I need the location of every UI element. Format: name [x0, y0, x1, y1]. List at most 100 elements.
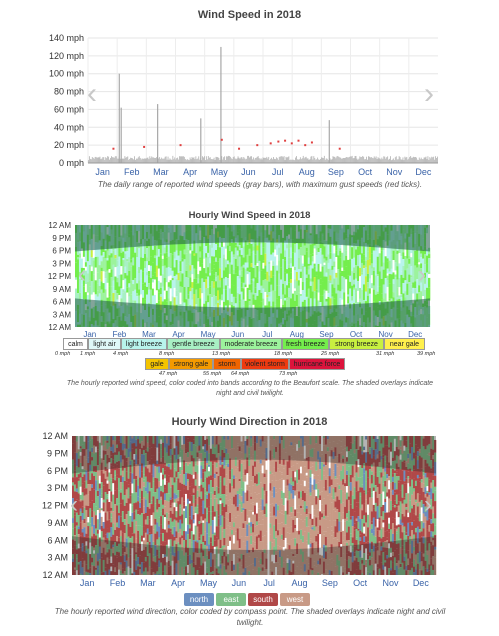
hourly-direction-cell [286, 489, 289, 497]
hourly-speed-cell [289, 239, 293, 248]
hourly-speed-cell [416, 267, 419, 280]
hourly-direction-cell [121, 568, 125, 574]
hourly-direction-cell [298, 518, 301, 531]
prev-arrow-icon[interactable]: ‹ [87, 77, 97, 110]
hourly-direction-cell [208, 511, 211, 524]
hourly-direction-cell [100, 462, 103, 471]
hourly-direction-cell [102, 445, 105, 451]
hourly-direction-cell [265, 490, 268, 504]
hourly-speed-cell [209, 286, 212, 295]
hourly-speed-cell [228, 273, 232, 289]
hourly-speed-cell [157, 256, 161, 269]
hourly-direction-cell [265, 460, 268, 470]
hourly-direction-cell [142, 482, 146, 487]
hourly-direction-cell [104, 502, 107, 513]
hourly-speed-cell [337, 240, 340, 256]
hourly-direction-cell [190, 555, 193, 560]
hourly-direction-cell [294, 524, 297, 529]
next-arrow-icon[interactable]: › [424, 77, 434, 110]
hourly-speed-cell [303, 266, 307, 282]
hourly-direction-cell [162, 504, 165, 509]
hourly-direction-cell [79, 452, 82, 456]
hourly-direction-cell [146, 542, 149, 556]
hourly-direction-cell [150, 458, 153, 470]
hourly-direction-cell [165, 544, 169, 557]
hourly-speed-cell [110, 286, 113, 294]
hourly-direction-cell [108, 502, 111, 512]
hourly-direction-cell [198, 445, 201, 451]
hourly-speed-cell [142, 283, 145, 291]
hourly-speed-cell [347, 259, 350, 276]
hourly-speed-cell [118, 256, 121, 266]
hourly-direction-cell [248, 466, 251, 476]
hourly-direction-cell [121, 450, 125, 460]
daily-range-bar [393, 160, 395, 163]
hourly-direction-cell [204, 506, 207, 509]
next-arrow-icon[interactable]: › [418, 261, 426, 288]
hourly-speed-cell [96, 256, 99, 271]
hourly-direction-cell [299, 539, 303, 550]
hourly-direction-cell [79, 499, 82, 502]
daily-range-bar [268, 156, 270, 163]
hourly-direction-cell [106, 449, 109, 455]
hourly-direction-cell [200, 506, 203, 517]
hourly-direction-cell [163, 478, 167, 485]
hourly-direction-cell [309, 467, 312, 471]
hourly-direction-cell [221, 483, 224, 495]
hourly-speed-cell [244, 287, 247, 301]
hourly-direction-cell [102, 502, 105, 512]
hourly-direction-cell [119, 556, 123, 563]
daily-range-bar [195, 156, 197, 163]
hourly-direction-cell [173, 507, 176, 520]
hourly-direction-cell [177, 497, 180, 502]
hourly-direction-cell [234, 506, 238, 518]
hourly-direction-cell [208, 466, 211, 472]
hourly-direction-cell [236, 553, 239, 557]
hourly-speed-cell [307, 263, 310, 266]
hourly-direction-cell [163, 565, 167, 575]
hourly-speed-cell [183, 287, 186, 303]
hourly-speed-cell [424, 283, 427, 290]
hourly-speed-cell [236, 255, 239, 267]
hourly-direction-cell [183, 531, 186, 541]
hourly-direction-cell [156, 460, 159, 464]
hourly-speed-cell [234, 242, 238, 246]
hourly-direction-cell [236, 443, 239, 446]
hourly-direction-cell [196, 570, 199, 573]
daily-range-bar [251, 159, 253, 163]
hourly-direction-cell [206, 439, 209, 451]
hourly-direction-cell [162, 442, 165, 457]
hourly-speed-cell [317, 263, 320, 280]
hourly-speed-cell [366, 259, 370, 274]
hourly-direction-cell [181, 535, 184, 539]
hourly-direction-cell [93, 533, 96, 548]
hourly-direction-cell [135, 502, 138, 510]
hourly-speed-cell [226, 264, 230, 279]
hourly-speed-cell [222, 254, 226, 258]
hourly-speed-cell [368, 258, 372, 266]
hourly-direction-cell [236, 445, 239, 449]
hourly-speed-caption: The hourly reported wind speed, color co… [66, 380, 434, 397]
hourly-direction-cell [104, 450, 107, 455]
hourly-direction-cell [196, 497, 199, 505]
hourly-direction-cell [163, 484, 167, 489]
hourly-direction-cell [232, 462, 236, 476]
hourly-speed-cell [402, 252, 405, 260]
hourly-direction-cell [294, 445, 297, 454]
hourly-speed-cell [329, 298, 332, 310]
hourly-direction-cell [140, 490, 144, 500]
hourly-direction-cell [91, 565, 94, 575]
hourly-direction-cell [261, 536, 264, 542]
hourly-direction-cell [313, 489, 316, 498]
prev-arrow-icon[interactable]: ‹ [78, 261, 86, 288]
hourly-direction-cell [114, 480, 117, 491]
hourly-direction-cell [192, 488, 195, 493]
hourly-direction-cell [248, 552, 251, 557]
x-tick-label: Feb [124, 167, 140, 177]
hourly-speed-cell [329, 275, 332, 281]
hourly-speed-cell [213, 295, 216, 307]
hourly-direction-cell [315, 526, 318, 536]
hourly-direction-cell [255, 455, 259, 461]
hourly-direction-cell [93, 503, 96, 512]
hourly-speed-cell [88, 280, 92, 287]
